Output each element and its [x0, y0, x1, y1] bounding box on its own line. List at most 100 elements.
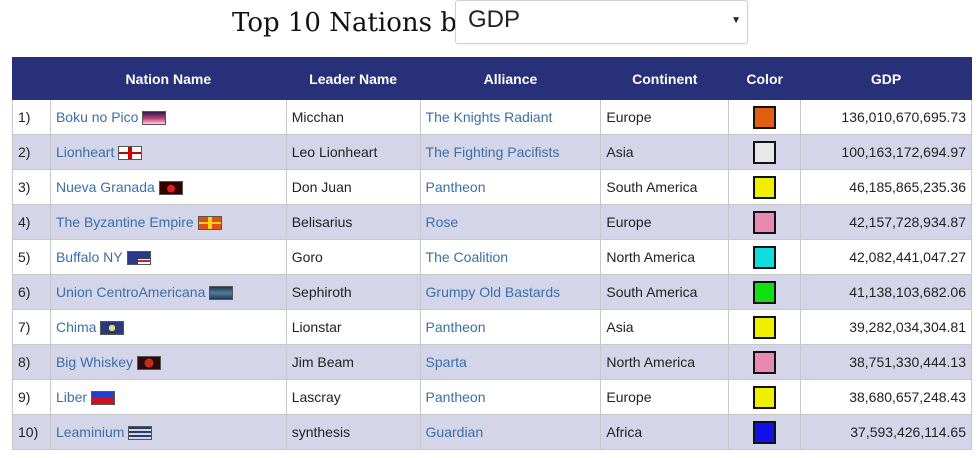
table-row: 9) Liber Lascray Pantheon Europe 38,680,657,2… [12, 379, 972, 415]
continent-cell: Europe [600, 99, 730, 135]
color-swatch [753, 245, 777, 269]
alliance-link[interactable]: The Fighting Pacifists [425, 144, 560, 160]
leader-cell: Belisarius [285, 204, 421, 240]
gdp-cell: 136,010,670,695.73 [800, 99, 972, 135]
nation-cell: Union CentroAmericana [49, 274, 287, 310]
nation-link[interactable]: Lionheart [55, 143, 115, 160]
nation-link[interactable]: Buffalo NY [55, 248, 123, 265]
color-swatch [753, 280, 777, 304]
continent-cell: Europe [600, 204, 730, 240]
nation-cell: Boku no Pico [49, 99, 287, 135]
table-row: 7) Chima Lionstar Pantheon Asia 39,282,034,30… [12, 309, 972, 345]
alliance-link[interactable]: The Knights Radiant [425, 109, 553, 125]
flag-lionheart-icon[interactable] [118, 146, 143, 161]
alliance-link[interactable]: Pantheon [425, 179, 486, 195]
continent-cell: North America [600, 344, 730, 380]
column-header-continent[interactable]: Continent [600, 57, 730, 100]
color-swatch [753, 140, 777, 164]
page-header: Top 10 Nations by GDP ▼ [0, 0, 978, 56]
leader-cell: Leo Lionheart [285, 134, 421, 170]
flag-leaminium-icon[interactable] [128, 426, 153, 441]
gdp-cell: 38,751,330,444.13 [800, 344, 972, 380]
alliance-cell: Grumpy Old Bastards [419, 274, 602, 310]
page-title: Top 10 Nations by [232, 8, 472, 38]
nation-cell: Nueva Granada [49, 169, 287, 205]
color-swatch [753, 420, 777, 444]
leader-cell: Micchan [285, 99, 421, 135]
color-cell [728, 169, 802, 205]
color-swatch [753, 315, 777, 339]
color-cell [728, 344, 802, 380]
continent-cell: Asia [600, 309, 730, 345]
flag-chima-icon[interactable] [100, 321, 125, 336]
rank-cell: 5) [12, 239, 51, 275]
flag-union-centroamericana-icon[interactable] [209, 286, 234, 301]
alliance-link[interactable]: Guardian [425, 424, 484, 440]
alliance-link[interactable]: Sparta [425, 354, 467, 370]
nation-link[interactable]: Boku no Pico [55, 108, 139, 125]
flag-liber-icon[interactable] [91, 391, 116, 406]
column-header-color[interactable]: Color [728, 57, 802, 100]
nation-link[interactable]: Union CentroAmericana [55, 283, 206, 300]
color-cell [728, 274, 802, 310]
continent-cell: Asia [600, 134, 730, 170]
table-row: 1) Boku no Pico Micchan The Knights Radiant… [12, 99, 972, 135]
nation-cell: Lionheart [49, 134, 287, 170]
continent-cell: South America [600, 169, 730, 205]
column-header-rank [12, 57, 51, 100]
flag-boku-no-pico-icon[interactable] [142, 111, 167, 126]
flag-buffalo-ny-icon[interactable] [126, 251, 151, 266]
flag-nueva-granada-icon[interactable] [158, 181, 183, 196]
rank-cell: 1) [12, 99, 51, 135]
alliance-cell: The Fighting Pacifists [419, 134, 602, 170]
rank-cell: 6) [12, 274, 51, 310]
nation-cell: Liber [49, 379, 287, 415]
nation-link[interactable]: The Byzantine Empire [55, 213, 194, 230]
column-header-nation[interactable]: Nation Name [49, 57, 287, 100]
rank-cell: 7) [12, 309, 51, 345]
table-row: 3) Nueva Granada Don Juan Pantheon South Ame… [12, 169, 972, 205]
nation-cell: Chima [49, 309, 287, 345]
color-cell [728, 309, 802, 345]
alliance-link[interactable]: Pantheon [425, 389, 486, 405]
leader-cell: Sephiroth [285, 274, 421, 310]
continent-cell: Africa [600, 414, 730, 450]
alliance-cell: Pantheon [419, 379, 602, 415]
nation-link[interactable]: Liber [55, 388, 88, 405]
color-cell [728, 414, 802, 450]
nation-link[interactable]: Big Whiskey [55, 353, 133, 370]
gdp-cell: 42,082,441,047.27 [800, 239, 972, 275]
alliance-link[interactable]: Rose [425, 214, 459, 230]
nation-cell: Buffalo NY [49, 239, 287, 275]
color-swatch [753, 105, 777, 129]
metric-select-value: GDP [468, 6, 521, 33]
alliance-cell: Sparta [419, 344, 602, 380]
continent-cell: South America [600, 274, 730, 310]
nation-link[interactable]: Leaminium [55, 423, 125, 440]
gdp-cell: 46,185,865,235.36 [800, 169, 972, 205]
color-cell [728, 99, 802, 135]
column-header-alliance[interactable]: Alliance [419, 57, 602, 100]
leader-cell: Lionstar [285, 309, 421, 345]
leader-cell: Lascray [285, 379, 421, 415]
column-header-leader[interactable]: Leader Name [285, 57, 421, 100]
table-row: 2) Lionheart Leo Lionheart The Fighting Pac… [12, 134, 972, 170]
flag-big-whiskey-icon[interactable] [136, 356, 161, 371]
leader-cell: Jim Beam [285, 344, 421, 380]
metric-select[interactable]: GDP ▼ [455, 0, 748, 44]
alliance-link[interactable]: The Coalition [425, 249, 509, 265]
table-row: 10) Leaminium synthesis Guardian Africa 37,59… [12, 414, 972, 450]
alliance-cell: Pantheon [419, 309, 602, 345]
table-header-row: Nation Name Leader Name Alliance Contine… [12, 57, 972, 100]
nation-link[interactable]: Chima [55, 318, 97, 335]
alliance-link[interactable]: Pantheon [425, 319, 486, 335]
gdp-cell: 100,163,172,694.97 [800, 134, 972, 170]
rank-cell: 2) [12, 134, 51, 170]
nation-link[interactable]: Nueva Granada [55, 178, 155, 195]
column-header-gdp[interactable]: GDP [800, 57, 972, 100]
alliance-link[interactable]: Grumpy Old Bastards [425, 284, 561, 300]
flag-byzantine-empire-icon[interactable] [197, 216, 222, 231]
rank-cell: 4) [12, 204, 51, 240]
gdp-cell: 42,157,728,934.87 [800, 204, 972, 240]
color-swatch [753, 210, 777, 234]
